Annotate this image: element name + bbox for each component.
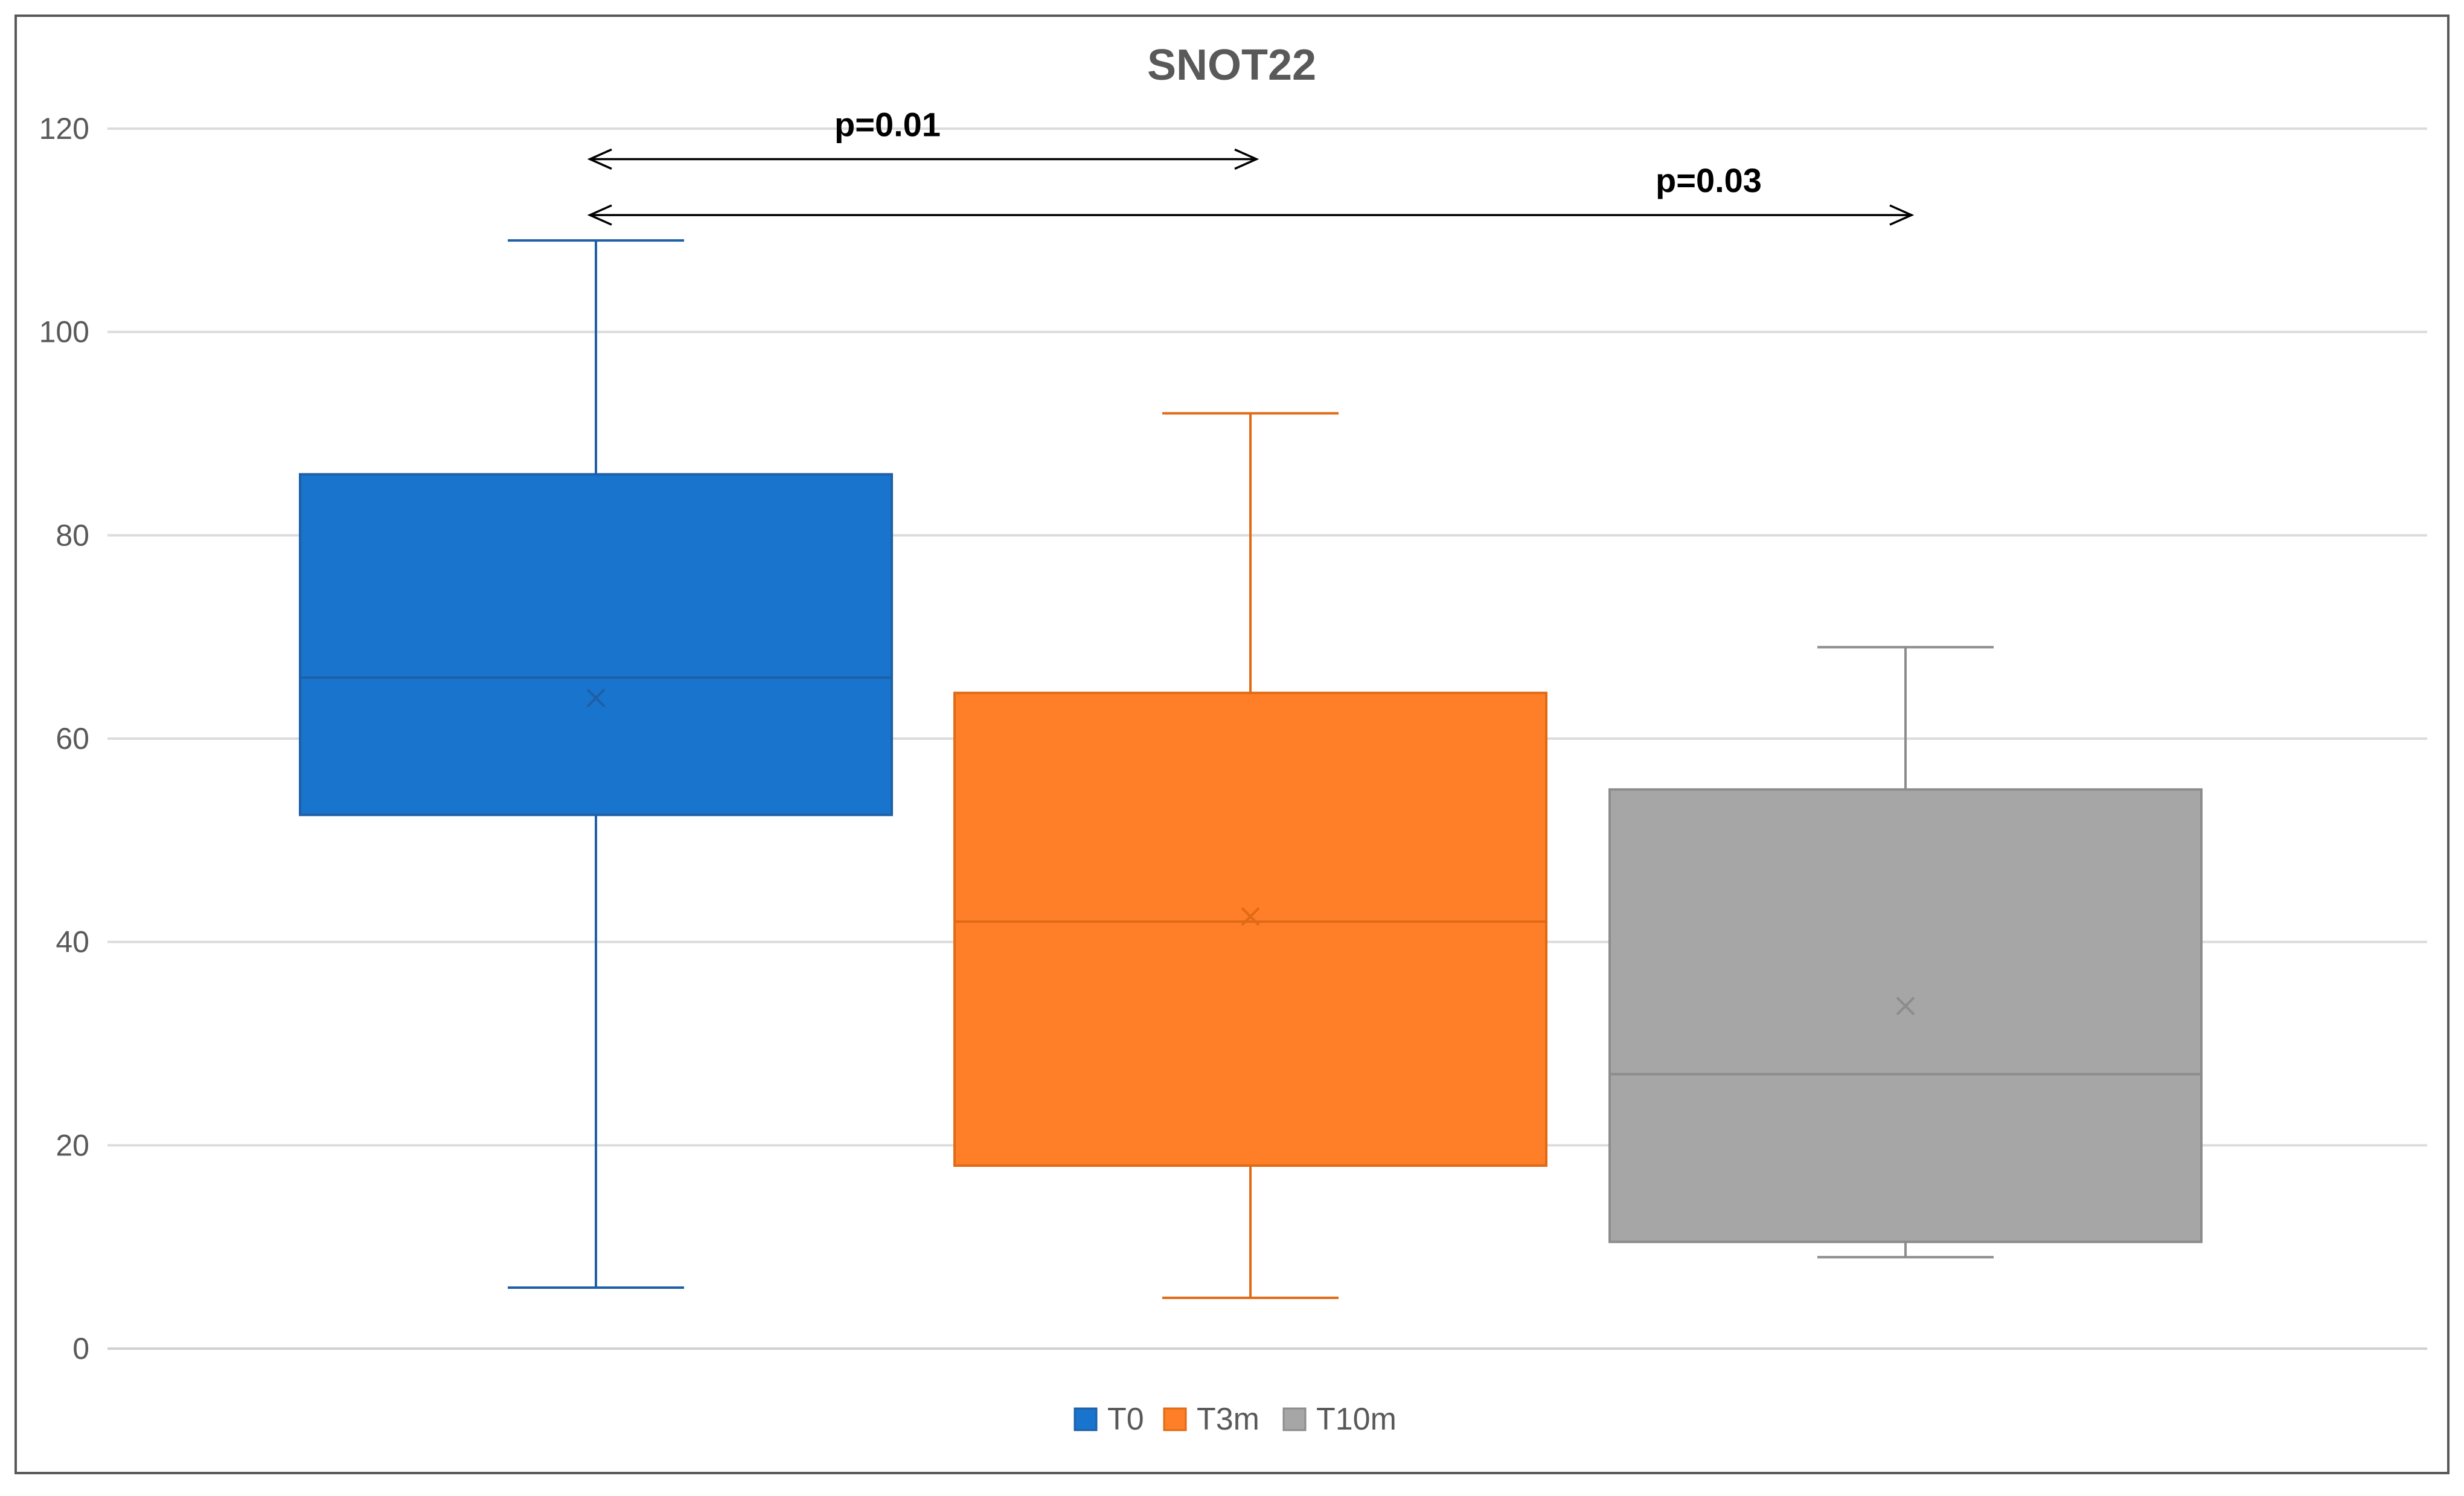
legend-item-T10m: T10m — [1282, 1402, 1397, 1437]
y-tick-label: 60 — [56, 722, 89, 756]
annotation-p=0.01: p=0.01 — [587, 106, 1259, 170]
chart-title: SNOT22 — [1147, 41, 1316, 89]
y-tick-label: 40 — [56, 925, 89, 959]
legend-item-T3m: T3m — [1163, 1402, 1259, 1437]
legend-swatch — [1163, 1407, 1187, 1431]
legend-item-T0: T0 — [1074, 1402, 1144, 1437]
y-tick-label: 100 — [39, 315, 89, 349]
mean-marker — [1241, 907, 1260, 926]
y-tick-label: 80 — [56, 518, 89, 552]
y-tick-label: 120 — [39, 112, 89, 146]
box-T0 — [299, 239, 893, 1289]
y-tick-label: 0 — [72, 1332, 89, 1366]
significance-annotations: p=0.01 p=0.03 — [587, 106, 1915, 226]
mean-marker — [1896, 997, 1915, 1016]
legend-label: T10m — [1316, 1402, 1397, 1437]
box-T3m — [953, 412, 1547, 1299]
mean-marker — [586, 689, 606, 708]
box-iqr — [299, 473, 893, 817]
legend-swatch — [1074, 1407, 1098, 1431]
legend: T0 T3m T10m — [1074, 1402, 1397, 1437]
box-iqr — [953, 692, 1547, 1167]
annotation-arrowhead-left — [587, 204, 612, 226]
annotation-arrowhead-right — [1234, 148, 1259, 170]
annotation-p=0.03: p=0.03 — [587, 161, 1915, 226]
legend-label: T0 — [1107, 1402, 1144, 1437]
legend-label: T3m — [1197, 1402, 1259, 1437]
y-axis-ticks: 0 20 40 60 80 100 120 — [39, 112, 89, 1366]
annotation-label: p=0.01 — [834, 106, 941, 144]
annotation-arrowhead-left — [587, 148, 612, 170]
annotation-label: p=0.03 — [1656, 161, 1762, 199]
box-T10m — [1608, 646, 2203, 1259]
y-tick-label: 20 — [56, 1128, 89, 1162]
box-iqr — [1608, 788, 2203, 1244]
annotation-arrowhead-right — [1889, 204, 1915, 226]
box-plot-layer — [299, 239, 2203, 1299]
legend-swatch — [1282, 1407, 1307, 1431]
